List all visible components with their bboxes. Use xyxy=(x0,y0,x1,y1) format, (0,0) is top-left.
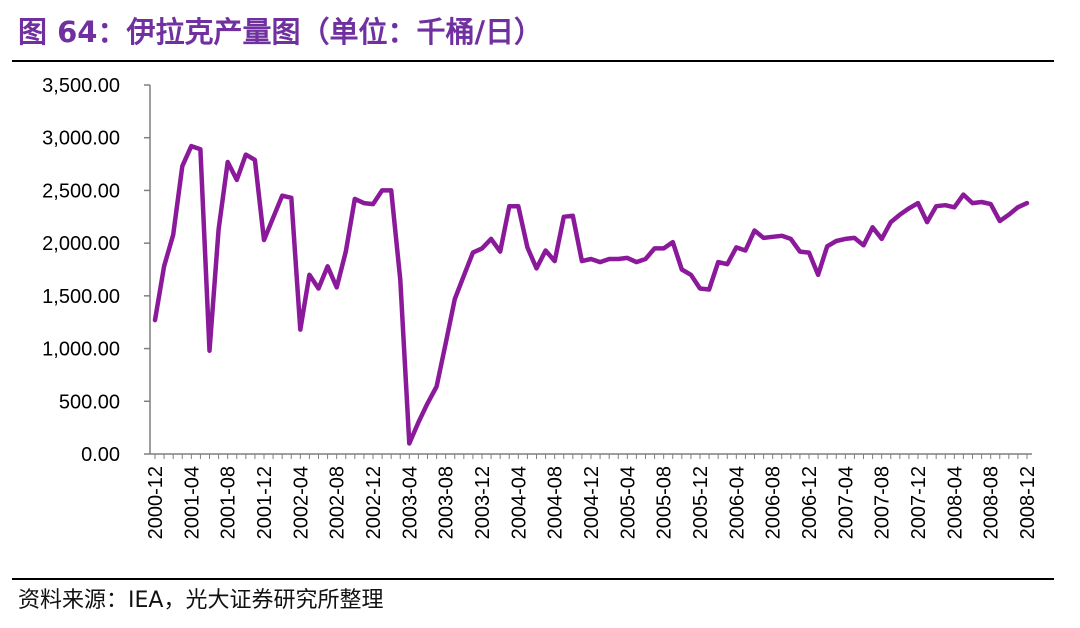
x-tick-label: 2004-12 xyxy=(581,466,603,539)
x-tick-label: 2001-08 xyxy=(218,466,240,539)
x-tick-label: 2002-12 xyxy=(363,466,385,539)
chart-svg: 0.00 500.00 1,000.00 1,500.00 2,000.00 2,500.… xyxy=(42,75,1039,539)
y-axis: 0.00 500.00 1,000.00 1,500.00 2,000.00 2,500.… xyxy=(42,75,151,466)
x-tick-label: 2007-08 xyxy=(872,466,894,539)
x-tick-label: 2001-04 xyxy=(181,466,203,539)
line-chart: 0.00 500.00 1,000.00 1,500.00 2,000.00 2,500.… xyxy=(0,62,1080,578)
x-tick-label: 2005-08 xyxy=(654,466,676,539)
x-tick-label: 2008-12 xyxy=(1017,466,1039,539)
x-tick-label: 2008-04 xyxy=(944,466,966,539)
y-tick-label: 1,500.00 xyxy=(42,286,120,308)
x-tick-label: 2002-04 xyxy=(290,466,312,539)
y-tick-label: 500.00 xyxy=(59,391,120,413)
x-tick-label: 2007-04 xyxy=(835,466,857,539)
x-tick-label: 2003-04 xyxy=(399,466,421,539)
series-group xyxy=(152,143,1030,446)
y-tick-label: 3,000.00 xyxy=(42,128,120,150)
x-axis: 2000-12 2001-04 2001-08 2001-12 2002-04 2002-… xyxy=(145,453,1039,539)
y-tick-label: 1,000.00 xyxy=(42,339,120,361)
x-tick-label: 2001-12 xyxy=(254,466,276,539)
y-tick-label: 3,500.00 xyxy=(42,75,120,97)
x-tick-label: 2004-08 xyxy=(545,466,567,539)
source-note: 资料来源：IEA，光大证券研究所整理 xyxy=(18,588,384,613)
x-tick-label: 2006-08 xyxy=(763,466,785,539)
bottom-divider xyxy=(12,578,1054,580)
x-tick-label: 2005-04 xyxy=(617,466,639,539)
x-tick-label: 2006-04 xyxy=(726,466,748,539)
x-tick-label: 2002-08 xyxy=(327,466,349,539)
x-tick-label: 2008-08 xyxy=(981,466,1003,539)
y-tick-label: 0.00 xyxy=(81,444,120,466)
series-line-0 xyxy=(152,143,1030,446)
y-tick-label: 2,500.00 xyxy=(42,180,120,202)
x-tick-label: 2006-12 xyxy=(799,466,821,539)
x-tick-label: 2003-12 xyxy=(472,466,494,539)
x-tick-label: 2000-12 xyxy=(145,466,167,539)
x-tick-label: 2003-08 xyxy=(436,466,458,539)
y-tick-label: 2,000.00 xyxy=(42,233,120,255)
top-divider xyxy=(12,60,1054,62)
chart-title: 图 64：伊拉克产量图（单位：千桶/日） xyxy=(18,15,544,49)
x-tick-label: 2007-12 xyxy=(908,466,930,539)
header: 图 64：伊拉克产量图（单位：千桶/日） xyxy=(18,12,1060,52)
x-tick-label: 2005-12 xyxy=(690,466,712,539)
x-tick-label: 2004-04 xyxy=(508,466,530,539)
